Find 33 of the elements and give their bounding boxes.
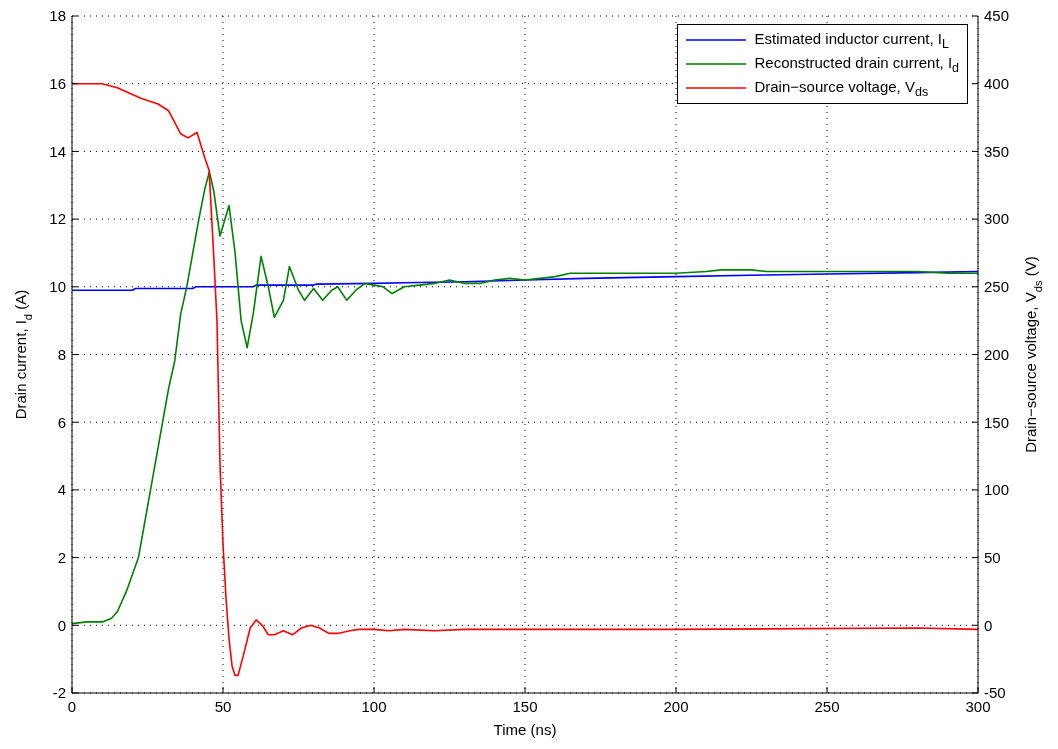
x-tick-label: 100 — [361, 697, 387, 715]
y2-tick-label: 400 — [984, 75, 1010, 93]
y2-tick-label: 50 — [984, 548, 1001, 566]
legend-label: Reconstructed drain current, I$_{d}$ — [754, 53, 959, 75]
x-tick-label: 50 — [214, 697, 232, 715]
y-tick-label: 18 — [49, 7, 66, 25]
y-tick-label: 16 — [49, 75, 66, 93]
y-tick-label: 4 — [57, 481, 66, 499]
y2-tick-label: 0 — [984, 616, 993, 634]
x-tick-label: 200 — [663, 697, 689, 715]
x-tick-label: 250 — [814, 697, 840, 715]
x-axis-title: Time (ns) — [493, 721, 557, 738]
y2-tick-label: 250 — [984, 278, 1010, 296]
line-series — [72, 82, 978, 677]
y-tick-label: -2 — [52, 684, 66, 702]
y-tick-label: 2 — [57, 548, 66, 566]
y-tick-label: 14 — [49, 142, 66, 160]
y2-tick-label: 450 — [984, 7, 1010, 25]
legend-label: Drain−source voltage, V$_{ds}$ — [754, 77, 929, 99]
y-tick-label: 10 — [49, 278, 66, 296]
y2-tick-label: 100 — [984, 481, 1010, 499]
legend-label: Estimated inductor current, I$_{L}$ — [754, 29, 949, 51]
y2-tick-label: 350 — [984, 142, 1010, 160]
x-tick-label: 150 — [512, 697, 538, 715]
y2-tick-label: 200 — [984, 345, 1010, 363]
y2-tick-label: 150 — [984, 413, 1010, 431]
y-tick-label: 0 — [57, 616, 66, 634]
line-series — [72, 170, 978, 625]
line-series — [72, 270, 978, 291]
y2-tick-label: 300 — [984, 210, 1010, 228]
y-tick-label: 12 — [49, 210, 66, 228]
y-tick-label: 8 — [57, 345, 66, 363]
y-tick-label: 6 — [57, 413, 66, 431]
